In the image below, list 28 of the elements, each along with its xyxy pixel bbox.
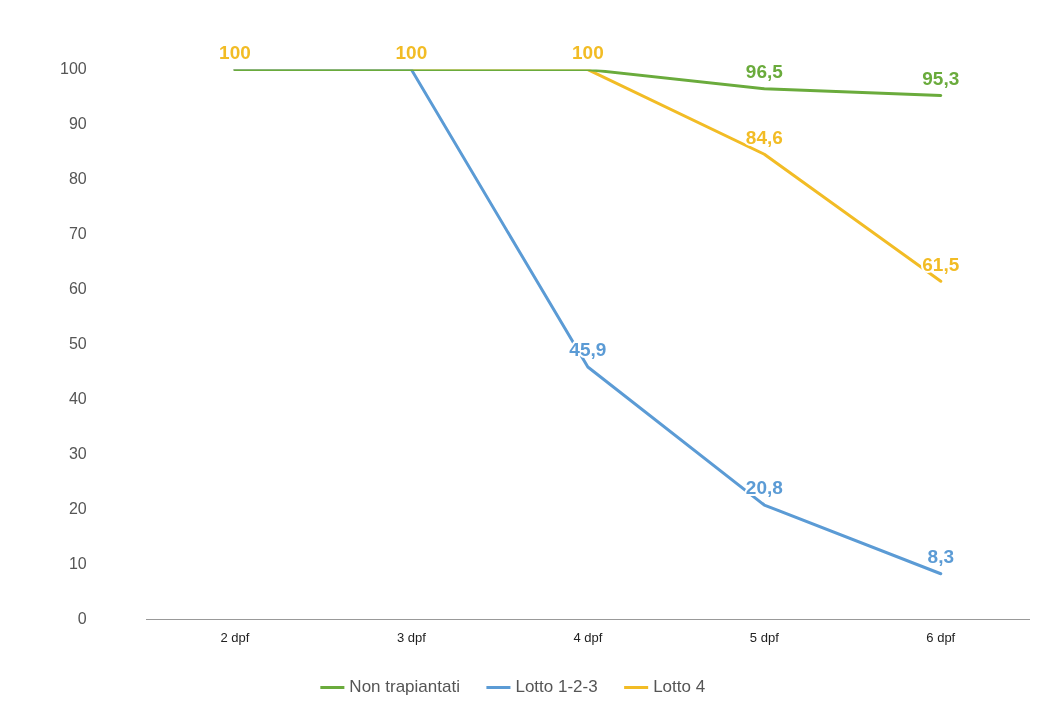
x-tick-label: 6 dpf <box>926 629 956 645</box>
data-label: 95,3 <box>922 67 960 89</box>
y-tick-label: 100 <box>59 60 87 78</box>
y-tick-label: 80 <box>68 169 87 187</box>
y-tick-label: 10 <box>68 554 87 572</box>
legend-label: Lotto 4 <box>653 677 706 697</box>
y-tick-label: 60 <box>68 279 87 297</box>
data-label: 20,8 <box>745 477 783 499</box>
data-label: 100 <box>395 41 428 63</box>
y-tick-label: 20 <box>68 499 87 517</box>
data-label: 96,5 <box>745 61 784 83</box>
data-label: 100 <box>219 41 251 63</box>
y-tick-label: 30 <box>68 444 87 462</box>
data-label: 84,6 <box>745 126 783 148</box>
y-tick-label: 50 <box>68 334 87 352</box>
y-tick-label: 0 <box>77 609 87 627</box>
y-tick-label: 90 <box>68 114 87 132</box>
data-label: 8,3 <box>927 546 954 567</box>
x-tick-label: 2 dpf <box>220 629 250 645</box>
x-tick-label: 3 dpf <box>396 629 427 645</box>
x-tick-label: 4 dpf <box>573 629 603 645</box>
x-tick-label: 5 dpf <box>749 629 780 645</box>
legend-label: Lotto 1-2-3 <box>515 677 598 697</box>
legend-label: Non trapiantati <box>349 677 460 697</box>
data-label: 100 <box>572 41 604 63</box>
y-tick-label: 70 <box>68 224 87 242</box>
y-tick-label: 40 <box>68 389 87 407</box>
data-label: 61,5 <box>922 253 960 275</box>
